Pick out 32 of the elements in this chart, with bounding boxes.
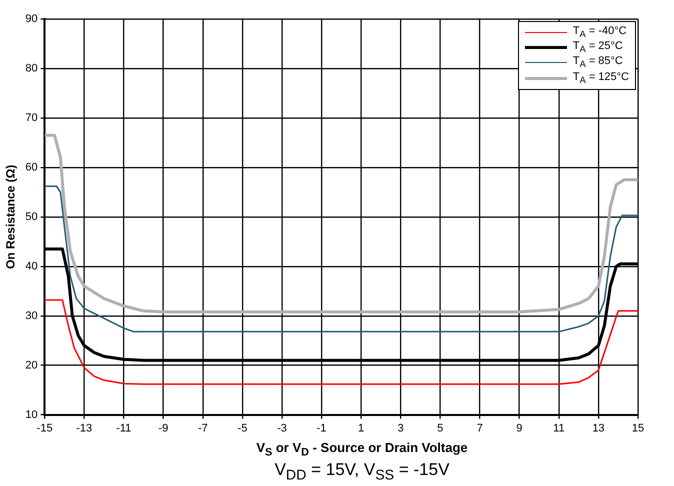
text: V$_{DD}$ = 15V, V$_{SS}$ = -15V	[274, 460, 450, 484]
x-tick-label: -5	[238, 422, 248, 434]
x-tick-label: 1	[358, 422, 364, 434]
x-tick-label: -11	[116, 422, 132, 434]
y-tick-label: 70	[25, 112, 38, 124]
x-tick-label: -13	[76, 422, 92, 434]
y-tick-label: 90	[25, 13, 38, 26]
legend-label: T$_{A}$ = 25°C	[572, 40, 623, 56]
y-tick-label: 60	[25, 161, 38, 174]
y-axis-title: On Resistance (Ω)	[4, 164, 18, 270]
x-tick-label: -1	[316, 422, 326, 434]
y-tick-label: 40	[25, 260, 38, 272]
y-tick-label: 10	[25, 408, 38, 421]
y-tick-label: 20	[25, 359, 38, 372]
x-tick-label: 11	[553, 422, 565, 434]
x-tick-label: -15	[36, 422, 53, 434]
x-tick-label: 13	[592, 422, 605, 434]
legend-label: T$_{A}$ = -40°C	[572, 25, 627, 40]
x-axis-title: V$_{S}$ or V$_{D}$ - Source or Drain Voltage	[255, 440, 469, 459]
x-tick-label: -7	[198, 422, 208, 434]
x-tick-label: 9	[516, 422, 522, 434]
x-tick-label: -3	[277, 422, 287, 434]
legend-label: T$_{A}$ = 85°C	[572, 55, 623, 71]
legend-label: T$_{A}$ = 125°C	[572, 70, 629, 86]
x-tick-label: -9	[158, 422, 168, 434]
x-tick-label: 5	[437, 422, 444, 434]
x-tick-label: 15	[632, 422, 644, 434]
y-tick-label: 30	[25, 310, 38, 322]
y-tick-label: 50	[25, 210, 38, 223]
x-tick-label: 7	[476, 422, 483, 434]
y-tick-label: 80	[25, 62, 38, 75]
x-tick-label: 3	[398, 422, 404, 434]
